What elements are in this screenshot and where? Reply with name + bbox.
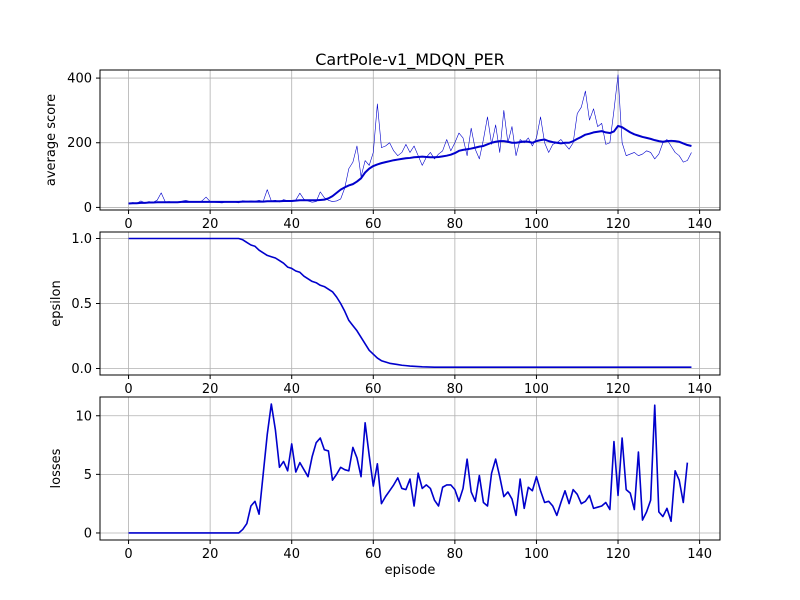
y-tick-label: 5 xyxy=(84,468,92,483)
y-tick-label: 0.5 xyxy=(71,297,92,312)
series-line-thick xyxy=(128,124,692,205)
x-axis-label: episode xyxy=(385,563,436,578)
x-tick-label: 40 xyxy=(283,217,300,232)
x-tick-label: 60 xyxy=(365,217,382,232)
x-tick-label: 0 xyxy=(124,382,132,397)
x-tick-label: 0 xyxy=(124,547,132,562)
series-line-medium xyxy=(128,237,692,369)
x-tick-label: 100 xyxy=(524,382,549,397)
axes-frame xyxy=(99,396,721,541)
score-panel: 0 20 40 60 80 100 120 140 0 200 400 average score xyxy=(44,69,721,232)
y-tick-label: 10 xyxy=(75,409,92,424)
series-line-medium xyxy=(128,403,689,534)
y-tick-label: 1.0 xyxy=(71,232,92,247)
y-axis-label: epsilon xyxy=(49,280,64,326)
x-tick-label: 60 xyxy=(365,382,382,397)
y-axis-label: average score xyxy=(44,94,59,186)
epsilon-panel: 0 20 40 60 80 100 120 140 0.0 0.5 1.0 epsilon xyxy=(49,231,721,397)
x-tick-label: 100 xyxy=(524,547,549,562)
y-tick-label: 0 xyxy=(84,526,92,541)
x-tick-label: 60 xyxy=(365,547,382,562)
x-tick-label: 40 xyxy=(283,382,300,397)
x-tick-label: 120 xyxy=(606,217,631,232)
x-tick-label: 0 xyxy=(124,217,132,232)
x-tick-label: 20 xyxy=(202,217,219,232)
x-tick-label: 80 xyxy=(447,217,464,232)
y-tick-label: 0 xyxy=(84,201,92,216)
x-tick-label: 120 xyxy=(606,382,631,397)
y-axis-label: losses xyxy=(49,448,64,488)
y-tick-label: 0.0 xyxy=(71,362,92,377)
losses-panel: 0 20 40 60 80 100 120 140 0 5 10 losses episode xyxy=(49,396,721,578)
x-tick-label: 20 xyxy=(202,547,219,562)
x-tick-label: 80 xyxy=(447,382,464,397)
x-tick-label: 140 xyxy=(687,382,712,397)
x-tick-label: 80 xyxy=(447,547,464,562)
axes-frame xyxy=(99,69,721,211)
x-tick-label: 20 xyxy=(202,382,219,397)
x-tick-label: 140 xyxy=(687,547,712,562)
x-tick-label: 140 xyxy=(687,217,712,232)
x-tick-label: 100 xyxy=(524,217,549,232)
x-tick-label: 120 xyxy=(606,547,631,562)
y-tick-label: 400 xyxy=(67,72,92,87)
chart-title: CartPole-v1_MDQN_PER xyxy=(315,50,505,70)
x-tick-label: 40 xyxy=(283,547,300,562)
y-tick-label: 200 xyxy=(67,136,92,151)
